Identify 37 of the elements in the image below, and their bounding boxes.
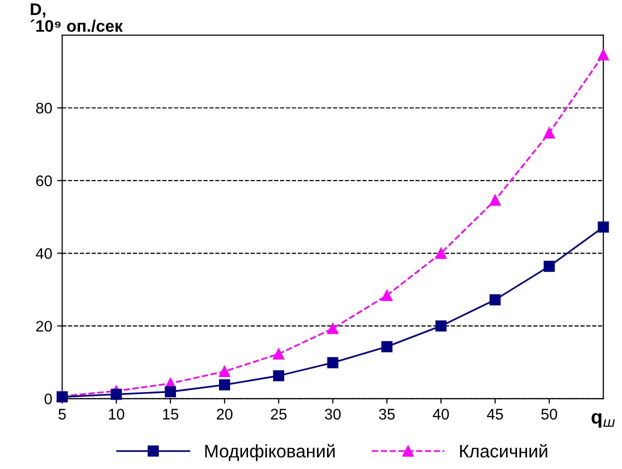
x-tick-label: 25 — [270, 408, 287, 420]
x-tick-label: 40 — [432, 408, 449, 420]
point — [273, 370, 284, 382]
point — [327, 357, 338, 368]
legend-label: Класичний — [460, 444, 548, 458]
legend-label: Модифікований — [205, 444, 335, 462]
point — [381, 341, 392, 352]
x-tick-label: 35 — [378, 408, 395, 420]
point — [598, 222, 609, 233]
point — [164, 386, 176, 398]
point — [544, 260, 555, 272]
point — [544, 127, 555, 139]
x-tick-label: 5 — [58, 408, 66, 420]
point — [110, 388, 122, 400]
x-tick-label: 15 — [163, 408, 178, 420]
point — [435, 320, 447, 332]
x-tick-label: 10 — [108, 408, 124, 420]
point — [327, 322, 338, 334]
y-tick-label: 20 — [36, 320, 52, 332]
y-tick-label: 0 — [44, 394, 52, 404]
x-tick-label: 45 — [486, 408, 503, 420]
x-tick-label: 20 — [216, 408, 232, 420]
x-axis-title: q$_{ш}$ — [592, 413, 615, 428]
y-tick-label: 60 — [36, 175, 52, 186]
y-axis-title: D, ´10⁹ оп./сек — [30, 4, 123, 32]
point — [218, 379, 230, 390]
y-tick-label: 80 — [36, 102, 52, 114]
point — [435, 248, 447, 259]
x-tick-label: 50 — [541, 408, 558, 420]
y-tick-label: 40 — [36, 248, 52, 259]
x-tick-label: 30 — [324, 408, 341, 420]
point — [490, 194, 501, 206]
point — [490, 294, 501, 306]
point — [273, 348, 284, 360]
point — [218, 366, 230, 377]
point — [598, 49, 609, 60]
point — [381, 290, 392, 301]
